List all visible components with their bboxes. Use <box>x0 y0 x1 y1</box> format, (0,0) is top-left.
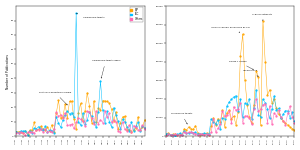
Text: #PPELLMOTE: #PPELLMOTE <box>243 70 258 76</box>
Text: First Case Reported in Kerala: First Case Reported in Kerala <box>39 92 71 105</box>
Text: please 1 person: please 1 person <box>229 61 254 70</box>
Text: #dardCovid tweets: #dardCovid tweets <box>76 13 104 18</box>
Text: # Billion retweets: # Billion retweets <box>252 14 272 21</box>
Text: #dardCovid tweets again: #dardCovid tweets again <box>92 60 120 78</box>
Text: Indian lockdown announced by PM: Indian lockdown announced by PM <box>211 27 250 33</box>
Legend: BJP, INC, Others: BJP, INC, Others <box>130 7 143 22</box>
Text: coronavirus tweets: coronavirus tweets <box>171 113 192 124</box>
Y-axis label: Number of Publications: Number of Publications <box>6 54 10 89</box>
